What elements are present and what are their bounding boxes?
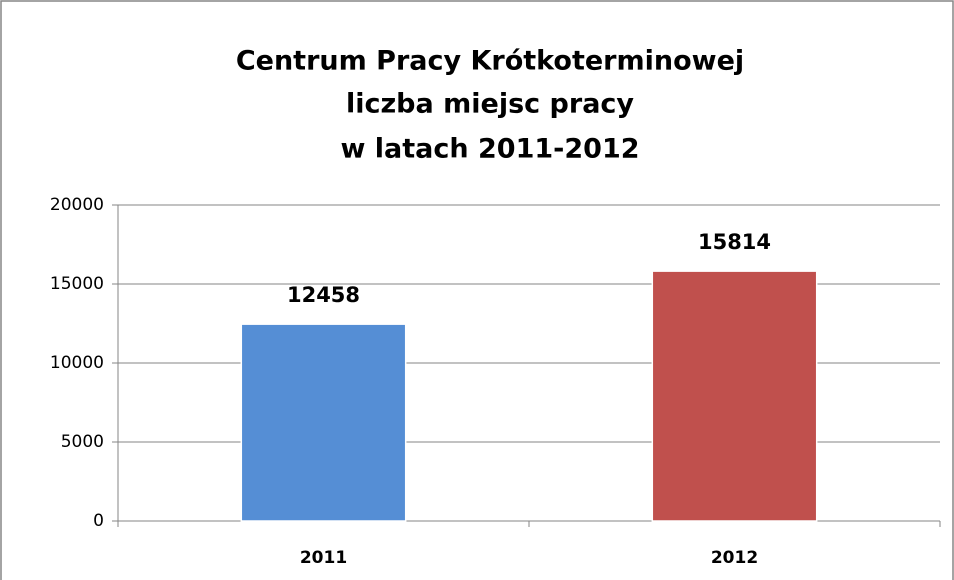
y-tick-label: 15000 xyxy=(50,274,104,294)
chart-title: w latach 2011-2012 xyxy=(340,134,639,165)
y-tick-label: 0 xyxy=(93,511,104,531)
y-tick-label: 10000 xyxy=(50,353,104,373)
chart-title: Centrum Pracy Krótkoterminowej xyxy=(236,46,744,77)
x-tick-label: 2011 xyxy=(300,548,347,568)
data-label: 15814 xyxy=(698,230,771,254)
x-tick-label: 2012 xyxy=(711,548,758,568)
data-label: 12458 xyxy=(287,283,360,307)
bar xyxy=(651,270,818,522)
y-tick-label: 20000 xyxy=(50,195,104,215)
y-tick-label: 5000 xyxy=(61,432,104,452)
bar xyxy=(240,323,407,522)
chart-title: liczba miejsc pracy xyxy=(346,89,634,120)
